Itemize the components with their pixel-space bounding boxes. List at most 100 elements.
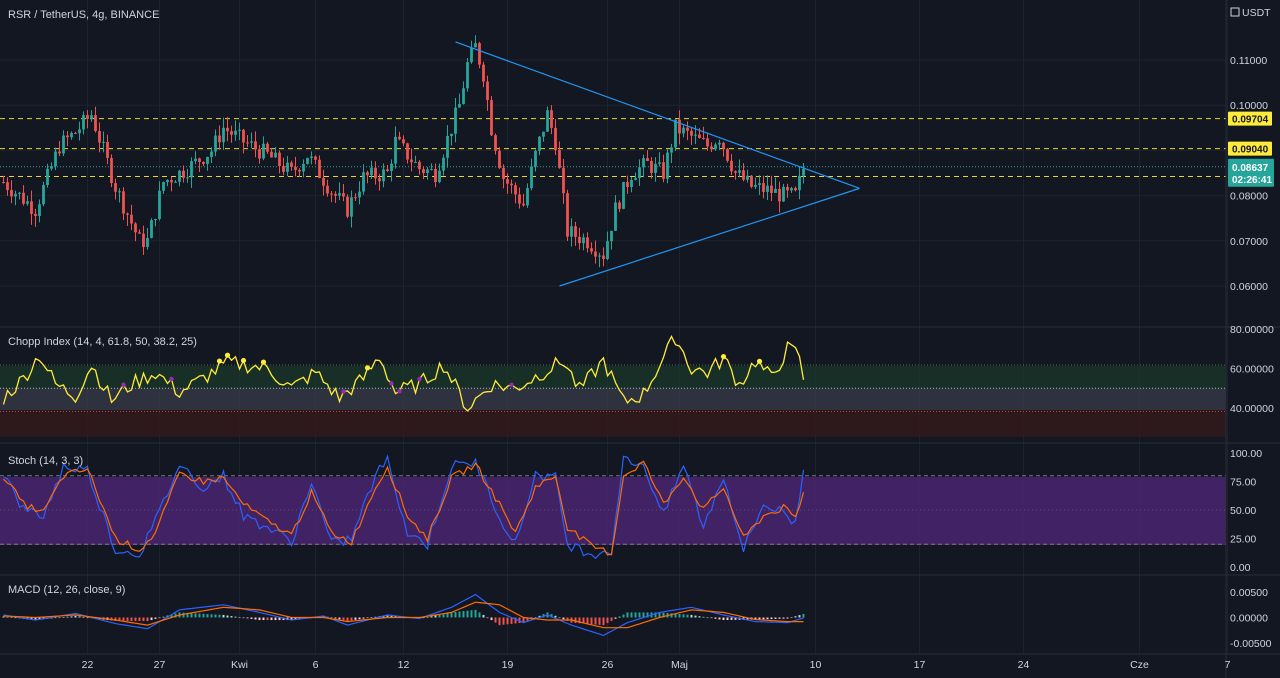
candle-body	[666, 152, 669, 179]
candle-body	[186, 177, 189, 179]
candle-body	[42, 184, 45, 205]
macd-histogram-bar	[558, 617, 561, 619]
price-tick-label: 0.07000	[1230, 236, 1268, 248]
candle-body	[266, 143, 269, 152]
time-tick-label: 6	[313, 659, 319, 671]
macd-histogram-bar	[154, 617, 157, 619]
chop-title[interactable]: Chopp Index (14, 4, 61.8, 50, 38.2, 25)	[8, 336, 197, 348]
macd-title[interactable]: MACD (12, 26, close, 9)	[8, 584, 125, 596]
candle-body	[726, 148, 729, 161]
stoch-tick-label: 50.00	[1230, 505, 1256, 517]
candle-body	[786, 186, 789, 191]
candle-body	[598, 255, 601, 257]
candle-body	[454, 107, 457, 134]
macd-histogram-bar	[574, 617, 577, 623]
candle-body	[458, 103, 461, 108]
macd-histogram-bar	[138, 617, 141, 622]
candle-body	[486, 81, 489, 101]
macd-histogram-bar	[534, 617, 537, 619]
macd-histogram-bar	[162, 616, 165, 618]
time-tick-label: 7	[1225, 659, 1231, 671]
macd-histogram-bar	[366, 617, 369, 619]
macd-histogram-bar	[734, 617, 737, 620]
candle-body	[150, 220, 153, 238]
stoch-tick-label: 0.00	[1230, 562, 1251, 574]
macd-histogram-bar	[626, 612, 629, 618]
chop-marker-purple	[341, 389, 346, 394]
macd-histogram-bar	[118, 617, 121, 622]
macd-histogram-bar	[186, 612, 189, 618]
candle-body	[790, 188, 793, 191]
candle-body	[542, 131, 545, 137]
candle-body	[354, 197, 357, 199]
candle-body	[670, 147, 673, 153]
currency-icon[interactable]	[1230, 7, 1240, 17]
level-price-tag	[1228, 111, 1272, 126]
macd-histogram-bar	[790, 617, 793, 618]
macd-histogram-bar	[210, 614, 213, 618]
macd-histogram-bar	[6, 616, 9, 618]
price-tick-label: 0.06000	[1230, 281, 1268, 293]
candle-body	[490, 100, 493, 136]
candle-body	[146, 237, 149, 248]
macd-histogram-bar	[690, 614, 693, 618]
candle-body	[522, 203, 525, 206]
candle-body	[118, 191, 121, 193]
symbol-title[interactable]: RSR / TetherUS, 4g, BINANCE	[8, 9, 159, 21]
macd-histogram-bar	[502, 617, 505, 625]
candle-body	[290, 162, 293, 168]
macd-histogram-bar	[722, 617, 725, 621]
candle-body	[342, 193, 345, 197]
candle-body	[2, 182, 5, 184]
candle-body	[182, 170, 185, 178]
macd-histogram-bar	[30, 617, 33, 620]
candle-body	[650, 160, 653, 173]
macd-histogram-bar	[494, 617, 497, 623]
chop-marker-purple	[389, 381, 394, 386]
macd-histogram-bar	[698, 616, 701, 618]
candle-body	[462, 88, 465, 104]
candle-body	[586, 237, 589, 249]
candle-body	[334, 193, 337, 196]
triangle-trendlines[interactable]	[455, 41, 860, 287]
chop-tick-label: 40.00000	[1230, 403, 1274, 415]
candle-body	[802, 168, 805, 176]
macd-histogram-bar	[450, 612, 453, 618]
time-tick-label: Cze	[1130, 659, 1149, 671]
candle-body	[30, 201, 33, 214]
macd-histogram-bar	[470, 610, 473, 618]
candle-body	[546, 110, 549, 132]
macd-histogram-bar	[586, 617, 589, 624]
time-tick-label: 17	[914, 659, 926, 671]
macd-histogram-bar	[74, 615, 77, 618]
macd-histogram-bar	[426, 616, 429, 618]
candle-body	[222, 127, 225, 143]
candle-body	[722, 142, 725, 149]
candle-body	[302, 163, 305, 172]
macd-histogram-bar	[190, 613, 193, 618]
macd-histogram-bar	[214, 614, 217, 618]
candle-body	[282, 165, 285, 172]
macd-histogram-bar	[170, 614, 173, 618]
stoch-title[interactable]: Stoch (14, 3, 3)	[8, 455, 83, 467]
candle-body	[590, 248, 593, 252]
candle-body	[86, 115, 89, 119]
candle-body	[506, 179, 509, 184]
candle-body	[386, 169, 389, 172]
currency-label[interactable]: USDT	[1242, 7, 1271, 19]
candle-body	[370, 167, 373, 176]
candle-body	[518, 194, 521, 204]
macd-tick-label: 0.00000	[1230, 613, 1268, 625]
time-tick-label: 19	[502, 659, 514, 671]
macd-histogram-bar	[474, 609, 477, 618]
macd-histogram-bar	[370, 617, 373, 618]
macd-histogram-bar	[602, 617, 605, 626]
candle-body	[46, 168, 49, 185]
macd-histogram-bar	[354, 617, 357, 620]
candle-body	[762, 183, 765, 192]
candle-body	[778, 188, 781, 202]
macd-histogram-bar	[578, 617, 581, 624]
macd-histogram-bar	[774, 617, 777, 619]
candle-body	[674, 119, 677, 148]
